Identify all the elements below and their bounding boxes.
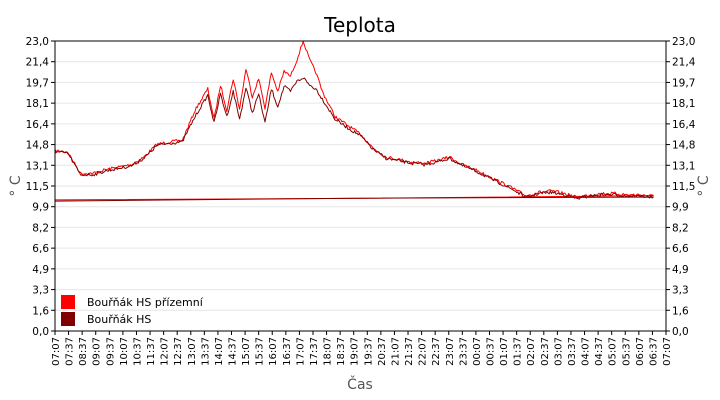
x-tick-label: 01:07	[499, 337, 510, 366]
x-tick-label: 05:37	[621, 337, 632, 366]
x-tick-label: 12:37	[173, 337, 184, 366]
x-tick-label: 09:07	[92, 337, 103, 366]
x-tick-label: 03:37	[567, 337, 578, 366]
legend-label-series-1: Bouřňák HS přízemní	[87, 296, 204, 309]
y-tick-label-right: 1,6	[672, 305, 689, 317]
series-line-2	[54, 77, 654, 202]
x-tick-label: 08:37	[78, 337, 89, 366]
y-tick-label-left: 11,5	[26, 181, 49, 193]
x-tick-label: 19:07	[350, 337, 361, 366]
x-tick-label: 18:07	[323, 337, 334, 366]
y-tick-label-right: 23,0	[672, 36, 695, 48]
y-tick-label-left: 18,1	[26, 98, 49, 110]
x-tick-label: 20:37	[377, 337, 388, 366]
x-tick-label: 00:37	[485, 337, 496, 366]
x-tick-label: 03:07	[553, 337, 564, 366]
x-tick-label: 17:37	[309, 337, 320, 366]
x-tick-label: 09:37	[105, 337, 116, 366]
x-tick-label: 02:07	[526, 337, 537, 366]
y-tick-label-left: 16,4	[26, 119, 50, 131]
y-tick-label-left: 1,6	[32, 305, 49, 317]
legend: Bouřňák HS přízemní Bouřňák HS	[61, 295, 204, 326]
y-tick-label-right: 16,4	[672, 119, 696, 131]
x-tick-label: 11:37	[146, 337, 157, 366]
y-tick-label-left: 23,0	[26, 36, 49, 48]
y-axis-ticks: 0,0 0,0 1,6 1,6 3,3 3,3 4,9 4,9 6,6 6,6 8,2 8,2 9,9 9…	[26, 36, 696, 338]
y-tick-label-right: 14,8	[672, 140, 695, 152]
y-tick-label-left: 4,9	[32, 264, 49, 276]
x-tick-label: 21:37	[404, 337, 415, 366]
x-tick-label: 14:07	[214, 337, 225, 366]
y-tick-label-left: 3,3	[32, 285, 49, 297]
x-tick-label: 07:07	[51, 337, 62, 366]
y-tick-label-right: 8,2	[672, 222, 689, 234]
y-axis-label-left: ° C	[8, 175, 24, 196]
y-tick-label-left: 14,8	[26, 140, 49, 152]
y-tick-label-left: 9,9	[32, 202, 49, 214]
y-tick-label-right: 18,1	[672, 98, 695, 110]
series-lines	[54, 40, 654, 202]
chart-title: Teplota	[323, 13, 396, 37]
x-tick-label: 06:07	[635, 337, 646, 366]
x-tick-label: 19:37	[363, 337, 374, 366]
x-tick-label: 21:07	[390, 337, 401, 366]
x-tick-label: 18:37	[336, 337, 347, 366]
x-tick-label: 02:37	[540, 337, 551, 366]
y-tick-label-left: 6,6	[32, 243, 49, 255]
legend-swatch-series-1	[61, 295, 75, 309]
x-tick-label: 22:37	[431, 337, 442, 366]
x-tick-label: 12:07	[160, 337, 171, 366]
x-tick-label: 01:37	[513, 337, 524, 366]
x-tick-label: 04:37	[594, 337, 605, 366]
x-axis-ticks: 07:07 07:37 08:37 09:07 09:37 10:07 10:37 11:37…	[51, 331, 673, 366]
y-tick-label-left: 19,7	[26, 77, 49, 89]
x-tick-label: 16:07	[268, 337, 279, 366]
x-tick-label: 00:07	[472, 337, 483, 366]
y-tick-label-left: 0,0	[32, 326, 49, 338]
y-tick-label-left: 13,1	[26, 160, 49, 172]
y-tick-label-right: 11,5	[672, 181, 695, 193]
y-tick-label-right: 0,0	[672, 326, 689, 338]
grid-lines	[55, 61, 666, 311]
x-tick-label: 13:07	[187, 337, 198, 366]
x-tick-label: 23:37	[458, 337, 469, 366]
y-tick-label-right: 9,9	[672, 202, 689, 214]
x-tick-label: 13:37	[200, 337, 211, 366]
x-tick-label: 15:07	[241, 337, 252, 366]
x-tick-label: 10:07	[119, 337, 130, 366]
x-tick-label: 14:37	[228, 337, 239, 366]
y-tick-label-left: 8,2	[32, 222, 49, 234]
x-tick-label: 05:07	[608, 337, 619, 366]
x-tick-label: 22:07	[418, 337, 429, 366]
x-tick-label: 10:37	[132, 337, 143, 366]
y-tick-label-right: 19,7	[672, 77, 695, 89]
x-tick-label: 15:37	[255, 337, 266, 366]
y-tick-label-left: 21,4	[26, 57, 50, 69]
x-tick-label: 06:37	[648, 337, 659, 366]
x-tick-label: 17:07	[295, 337, 306, 366]
legend-label-series-2: Bouřňák HS	[87, 313, 151, 326]
x-tick-label: 23:07	[445, 337, 456, 366]
x-tick-label: 04:07	[581, 337, 592, 366]
y-tick-label-right: 13,1	[672, 160, 695, 172]
series-line-1	[54, 40, 654, 201]
x-tick-label: 16:37	[282, 337, 293, 366]
y-tick-label-right: 3,3	[672, 285, 689, 297]
y-axis-label-right: ° C	[696, 175, 712, 196]
x-axis-label: Čas	[347, 375, 373, 393]
y-tick-label-right: 4,9	[672, 264, 689, 276]
x-tick-label: 07:37	[65, 337, 76, 366]
legend-swatch-series-2	[61, 312, 75, 326]
y-tick-label-right: 6,6	[672, 243, 689, 255]
y-tick-label-right: 21,4	[672, 57, 696, 69]
x-tick-label: 07:07	[662, 337, 673, 366]
